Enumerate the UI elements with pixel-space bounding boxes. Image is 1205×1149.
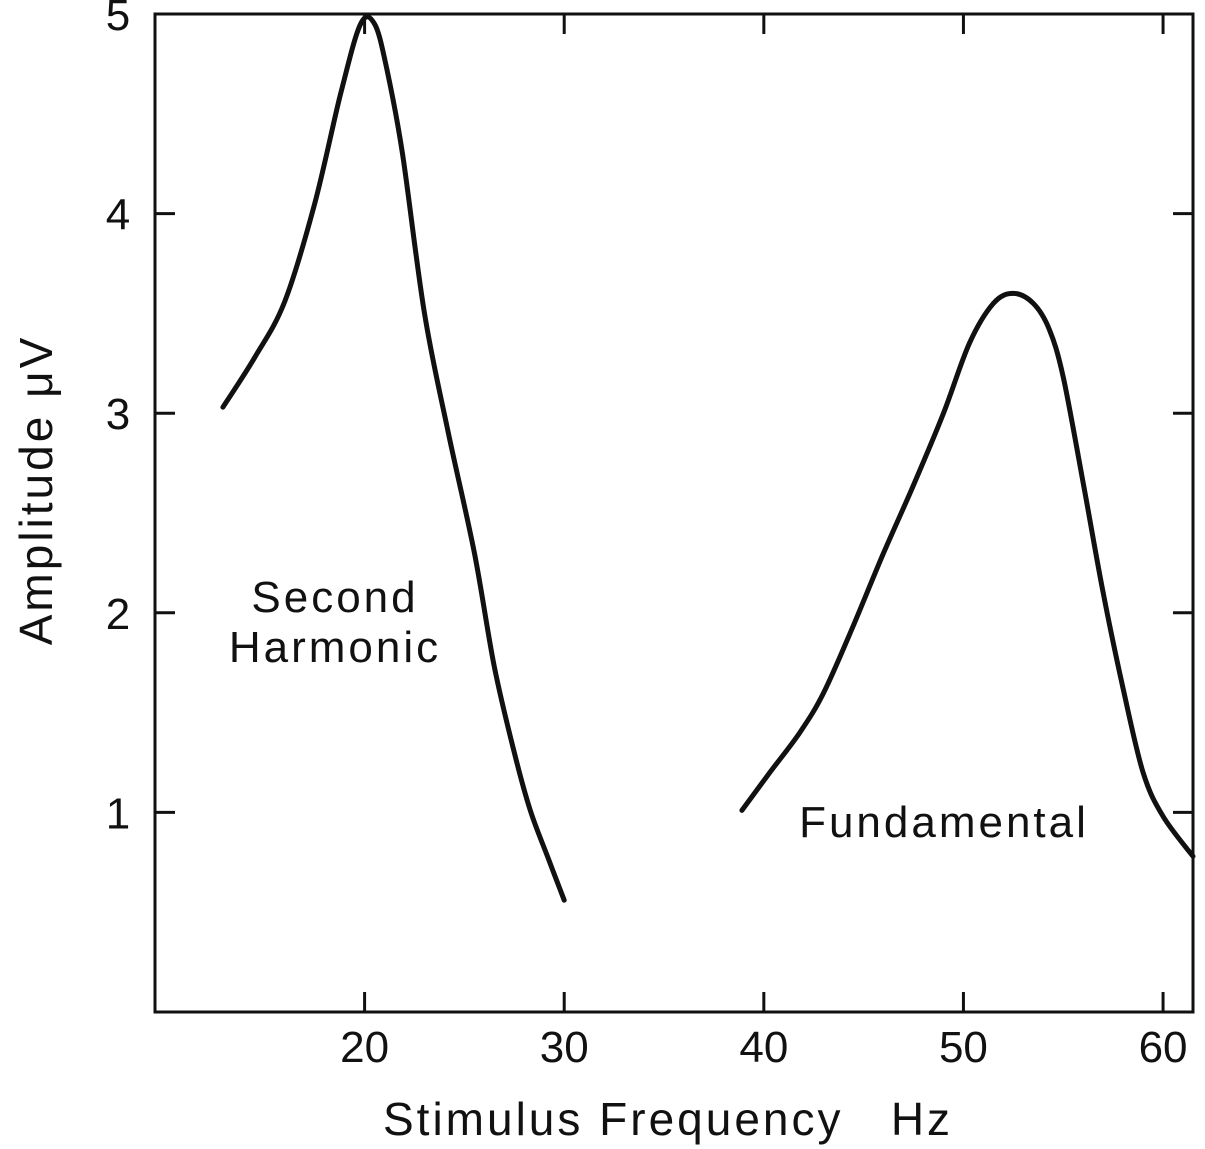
- y-tick-label: 1: [106, 789, 130, 838]
- series-label-second-harmonic: Harmonic: [229, 623, 441, 672]
- series-layer: [220, 14, 1196, 903]
- series-label-fundamental: Fundamental: [799, 798, 1089, 847]
- y-tick-label: 3: [106, 390, 130, 439]
- x-tick-label: 20: [340, 1023, 389, 1072]
- y-tick-label: 4: [106, 191, 130, 240]
- x-tick-label: 30: [540, 1023, 589, 1072]
- y-axis-ticks: 1 2 3 4 5: [106, 0, 1193, 838]
- y-axis-title: Amplitude μV: [10, 335, 62, 646]
- y-tick-label: 5: [106, 0, 130, 40]
- plot-frame: [153, 12, 1195, 1014]
- series-label-second-harmonic: Second: [251, 573, 418, 622]
- x-axis-title: Stimulus Frequency Hz: [383, 1093, 953, 1145]
- series-line-fundamental: [739, 290, 1196, 859]
- x-axis-ticks: 20 30 40 50 60: [340, 14, 1188, 1072]
- series-line-second-harmonic: [220, 14, 567, 903]
- x-tick-label: 40: [739, 1023, 788, 1072]
- x-tick-label: 50: [939, 1023, 988, 1072]
- y-tick-label: 2: [106, 590, 130, 639]
- x-tick-label: 60: [1139, 1023, 1188, 1072]
